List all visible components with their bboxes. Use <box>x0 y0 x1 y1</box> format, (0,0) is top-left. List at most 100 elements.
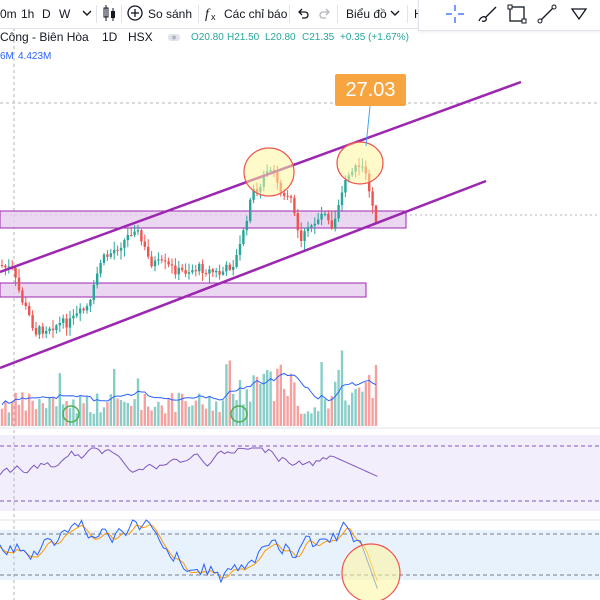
volume-bar <box>286 396 289 426</box>
candle-body <box>75 313 78 316</box>
volume-bar <box>167 397 170 426</box>
volume-bar <box>119 400 123 426</box>
oversold-highlight-circle[interactable] <box>341 543 401 600</box>
brush-icon[interactable] <box>477 4 499 24</box>
volume-bar <box>218 411 221 426</box>
volume-bar <box>194 400 197 426</box>
support-zone[interactable] <box>0 282 367 298</box>
volume-bar <box>58 373 61 426</box>
volume-bar <box>143 394 146 426</box>
volume-bar <box>364 382 367 426</box>
volume-bar <box>371 398 374 426</box>
volume-bar <box>235 400 238 426</box>
chevron-down-icon[interactable] <box>81 3 93 23</box>
candle-body <box>374 205 378 223</box>
price-label-pointer <box>365 105 371 147</box>
volume-bar <box>272 401 276 426</box>
volume-bar <box>204 408 208 426</box>
candle-body <box>85 306 89 311</box>
candle-body <box>126 234 129 240</box>
resistance-zone[interactable] <box>0 210 407 229</box>
candle-body <box>211 269 214 273</box>
volume-bar <box>310 413 313 426</box>
candle-body <box>38 326 41 335</box>
indicators-button[interactable]: Các chỉ báo <box>224 7 288 21</box>
volume-bar <box>255 376 259 426</box>
volume-bar <box>4 401 7 426</box>
interval-w-button[interactable]: W <box>59 7 71 21</box>
svg-text:f: f <box>205 7 211 22</box>
candle-body <box>45 331 48 334</box>
candle-body <box>242 230 245 244</box>
compare-button[interactable]: So sánh <box>148 7 193 21</box>
volume-bar <box>133 399 136 426</box>
volume-bar <box>99 412 102 426</box>
volume-bar <box>28 393 31 426</box>
volume-bar <box>238 380 242 426</box>
crosshair-icon[interactable] <box>445 4 465 24</box>
candle-body <box>140 230 143 242</box>
volume-bar <box>320 362 323 426</box>
interval-d-button[interactable]: D <box>42 7 51 21</box>
candle-body <box>143 241 146 247</box>
candles-icon[interactable] <box>101 3 117 23</box>
top-highlight-circle[interactable] <box>336 141 384 185</box>
volume-bar <box>249 401 252 426</box>
volume-bar <box>181 393 184 426</box>
volume-bar <box>82 403 85 426</box>
volume-bar <box>289 373 293 426</box>
volume-highlight-circle[interactable] <box>230 405 248 423</box>
volume-bar <box>102 407 106 426</box>
volume-bar <box>21 392 24 426</box>
symbol-name[interactable]: Công - Biên Hòa <box>0 30 89 44</box>
candle-body <box>167 261 170 265</box>
volume-bar <box>283 388 286 426</box>
candle-body <box>62 318 65 323</box>
volume-bar <box>354 388 357 426</box>
rectangle-icon[interactable] <box>507 4 527 24</box>
arrow-down-icon[interactable] <box>569 4 589 24</box>
volume-highlight-circle[interactable] <box>62 405 80 423</box>
candle-body <box>215 270 218 273</box>
volume-bar <box>187 406 191 426</box>
ohlc-open: O20.80 <box>191 32 224 43</box>
candle-body <box>4 265 7 268</box>
interval-button[interactable]: 0m <box>0 7 17 21</box>
volume-bar <box>24 410 27 426</box>
volume-bar <box>317 411 320 426</box>
candle-body <box>225 264 228 272</box>
volume-bar <box>34 409 38 426</box>
candle-body <box>41 326 44 334</box>
volume-bar <box>276 368 279 426</box>
volume-bar <box>68 408 72 426</box>
volume-bar <box>79 395 82 426</box>
candle-body <box>157 259 160 261</box>
plus-circle-icon[interactable] <box>127 3 145 23</box>
volume-bar <box>191 405 194 426</box>
top-highlight-circle[interactable] <box>243 147 295 197</box>
trendline-icon[interactable] <box>537 4 557 24</box>
redo-icon[interactable] <box>318 3 332 23</box>
candle-body <box>24 302 27 307</box>
candle-body <box>136 230 140 232</box>
volume-bar <box>45 408 48 426</box>
candle-body <box>317 219 320 224</box>
undo-icon[interactable] <box>296 3 310 23</box>
volume-bar <box>232 393 235 426</box>
volume-bar <box>174 412 177 426</box>
candle-body <box>116 249 119 251</box>
candle-body <box>184 270 187 274</box>
candle-body <box>313 223 316 226</box>
chevron-down-icon[interactable] <box>389 3 401 23</box>
volume-bar <box>140 409 143 426</box>
interval-1h-button[interactable]: 1h <box>21 7 35 21</box>
chart-type-button[interactable]: Biểu đồ <box>346 7 387 21</box>
price-label[interactable]: 27.03 <box>335 74 406 106</box>
channel-lower-line[interactable] <box>0 179 487 370</box>
candle-body <box>58 322 61 326</box>
candle-body <box>252 188 255 200</box>
volume-bar <box>92 413 95 426</box>
ohlc-low: L20.80 <box>265 32 296 43</box>
